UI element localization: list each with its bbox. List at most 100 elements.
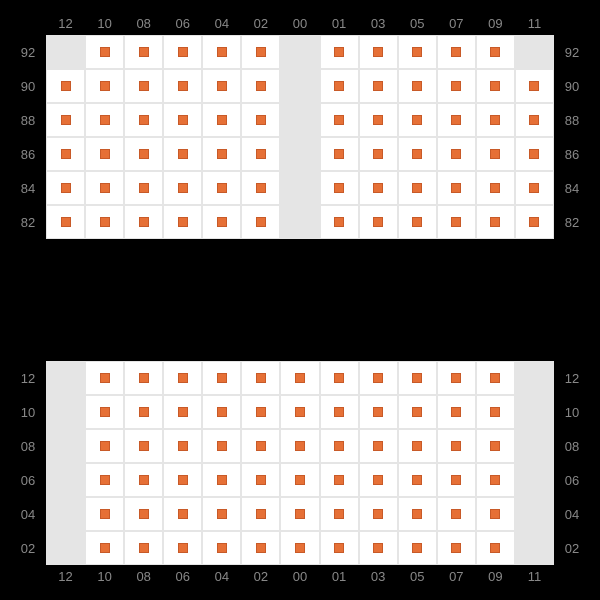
rack-cell[interactable] xyxy=(241,137,280,171)
rack-cell[interactable] xyxy=(124,531,163,565)
rack-cell[interactable] xyxy=(85,205,124,239)
rack-cell[interactable] xyxy=(320,395,359,429)
rack-cell[interactable] xyxy=(163,103,202,137)
rack-cell[interactable] xyxy=(241,35,280,69)
rack-cell[interactable] xyxy=(476,429,515,463)
rack-cell[interactable] xyxy=(241,429,280,463)
rack-cell[interactable] xyxy=(124,69,163,103)
rack-cell[interactable] xyxy=(398,395,437,429)
rack-cell[interactable] xyxy=(398,531,437,565)
rack-cell[interactable] xyxy=(124,361,163,395)
rack-cell[interactable] xyxy=(398,137,437,171)
rack-cell[interactable] xyxy=(280,429,319,463)
rack-cell[interactable] xyxy=(476,205,515,239)
rack-cell[interactable] xyxy=(85,463,124,497)
rack-cell[interactable] xyxy=(163,531,202,565)
rack-cell[interactable] xyxy=(163,361,202,395)
rack-cell[interactable] xyxy=(163,463,202,497)
rack-cell[interactable] xyxy=(46,69,85,103)
rack-cell[interactable] xyxy=(85,531,124,565)
rack-cell[interactable] xyxy=(202,171,241,205)
rack-cell[interactable] xyxy=(85,103,124,137)
rack-cell[interactable] xyxy=(163,137,202,171)
rack-cell[interactable] xyxy=(280,531,319,565)
rack-cell[interactable] xyxy=(437,463,476,497)
rack-cell[interactable] xyxy=(241,361,280,395)
rack-cell[interactable] xyxy=(437,69,476,103)
rack-cell[interactable] xyxy=(320,205,359,239)
rack-cell[interactable] xyxy=(46,137,85,171)
rack-cell[interactable] xyxy=(476,497,515,531)
rack-cell[interactable] xyxy=(359,103,398,137)
rack-cell[interactable] xyxy=(124,137,163,171)
rack-cell[interactable] xyxy=(85,429,124,463)
rack-cell[interactable] xyxy=(124,35,163,69)
rack-cell[interactable] xyxy=(398,463,437,497)
rack-cell[interactable] xyxy=(476,463,515,497)
rack-cell[interactable] xyxy=(241,103,280,137)
rack-cell[interactable] xyxy=(202,69,241,103)
rack-cell[interactable] xyxy=(241,69,280,103)
rack-cell[interactable] xyxy=(85,171,124,205)
rack-cell[interactable] xyxy=(85,395,124,429)
rack-cell[interactable] xyxy=(280,361,319,395)
rack-cell[interactable] xyxy=(398,171,437,205)
rack-cell[interactable] xyxy=(202,361,241,395)
rack-cell[interactable] xyxy=(515,103,554,137)
rack-cell[interactable] xyxy=(320,35,359,69)
rack-cell[interactable] xyxy=(515,171,554,205)
rack-cell[interactable] xyxy=(202,497,241,531)
rack-cell[interactable] xyxy=(202,35,241,69)
rack-cell[interactable] xyxy=(437,497,476,531)
rack-cell[interactable] xyxy=(359,429,398,463)
rack-cell[interactable] xyxy=(163,35,202,69)
rack-cell[interactable] xyxy=(398,429,437,463)
rack-cell[interactable] xyxy=(163,497,202,531)
rack-cell[interactable] xyxy=(359,497,398,531)
rack-cell[interactable] xyxy=(515,137,554,171)
rack-cell[interactable] xyxy=(241,463,280,497)
rack-cell[interactable] xyxy=(320,463,359,497)
rack-cell[interactable] xyxy=(241,205,280,239)
rack-cell[interactable] xyxy=(280,497,319,531)
rack-cell[interactable] xyxy=(85,69,124,103)
rack-cell[interactable] xyxy=(359,361,398,395)
rack-cell[interactable] xyxy=(398,497,437,531)
rack-cell[interactable] xyxy=(202,463,241,497)
rack-cell[interactable] xyxy=(320,171,359,205)
rack-cell[interactable] xyxy=(46,171,85,205)
rack-cell[interactable] xyxy=(124,395,163,429)
rack-cell[interactable] xyxy=(124,171,163,205)
rack-cell[interactable] xyxy=(476,35,515,69)
rack-cell[interactable] xyxy=(163,69,202,103)
rack-cell[interactable] xyxy=(202,103,241,137)
rack-cell[interactable] xyxy=(280,395,319,429)
rack-cell[interactable] xyxy=(515,205,554,239)
rack-cell[interactable] xyxy=(437,103,476,137)
rack-cell[interactable] xyxy=(163,171,202,205)
rack-cell[interactable] xyxy=(437,361,476,395)
rack-cell[interactable] xyxy=(85,137,124,171)
rack-cell[interactable] xyxy=(202,531,241,565)
rack-cell[interactable] xyxy=(398,69,437,103)
rack-cell[interactable] xyxy=(280,463,319,497)
rack-cell[interactable] xyxy=(85,497,124,531)
rack-cell[interactable] xyxy=(202,137,241,171)
rack-cell[interactable] xyxy=(241,497,280,531)
rack-cell[interactable] xyxy=(46,205,85,239)
rack-cell[interactable] xyxy=(476,69,515,103)
rack-cell[interactable] xyxy=(85,35,124,69)
rack-cell[interactable] xyxy=(476,361,515,395)
rack-cell[interactable] xyxy=(398,361,437,395)
rack-cell[interactable] xyxy=(320,69,359,103)
rack-cell[interactable] xyxy=(85,361,124,395)
rack-cell[interactable] xyxy=(476,171,515,205)
rack-cell[interactable] xyxy=(359,531,398,565)
rack-cell[interactable] xyxy=(515,69,554,103)
rack-cell[interactable] xyxy=(320,103,359,137)
rack-cell[interactable] xyxy=(359,35,398,69)
rack-cell[interactable] xyxy=(437,137,476,171)
rack-cell[interactable] xyxy=(359,463,398,497)
rack-cell[interactable] xyxy=(359,205,398,239)
rack-cell[interactable] xyxy=(437,171,476,205)
